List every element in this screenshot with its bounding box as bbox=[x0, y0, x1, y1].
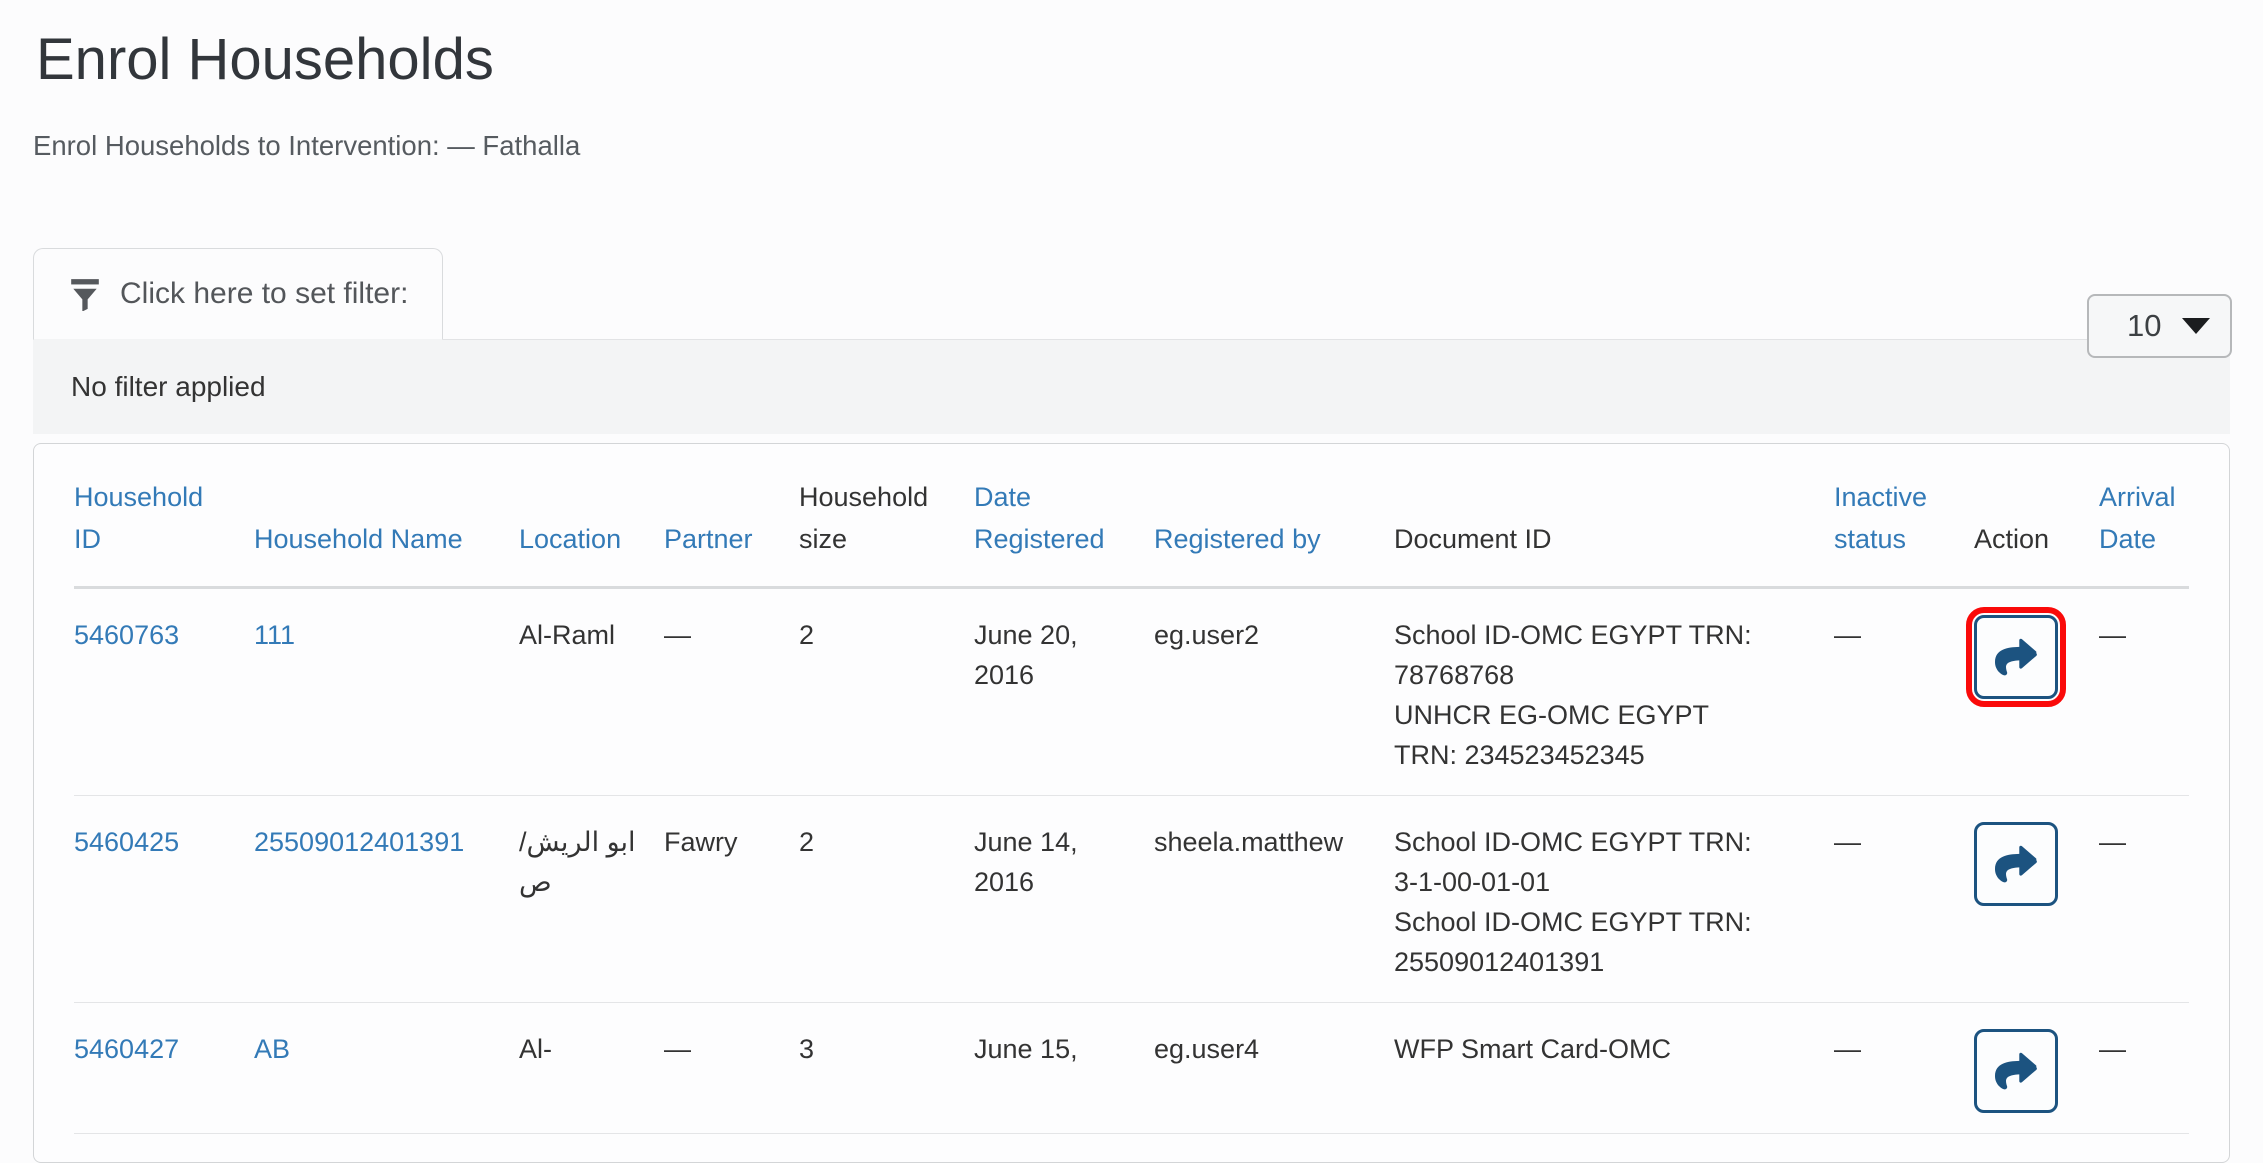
column-header-document-id: Document ID bbox=[1394, 444, 1834, 589]
household-id-link[interactable]: 5460425 bbox=[74, 827, 180, 857]
table-body: 5460763 111 Al-Raml — 2 June 20, 2016 eg… bbox=[74, 587, 2189, 1134]
table-row: 5460427 AB Al- — 3 June 15, eg.user4 WFP… bbox=[74, 1002, 2189, 1134]
table-row: 5460763 111 Al-Raml — 2 June 20, 2016 eg… bbox=[74, 587, 2189, 796]
document-id-line: WFP Smart Card-OMC bbox=[1394, 1034, 1672, 1064]
enrol-action-button[interactable] bbox=[1974, 822, 2058, 906]
household-id-link[interactable]: 5460763 bbox=[74, 620, 180, 650]
partner-cell: — bbox=[664, 587, 799, 796]
location-cell: ابو الريش/ص bbox=[519, 795, 664, 1003]
column-header-arrival-date[interactable]: Arrival Date bbox=[2099, 444, 2189, 589]
household-name-link[interactable]: 25509012401391 bbox=[254, 827, 465, 857]
document-id-cell: WFP Smart Card-OMC bbox=[1394, 1002, 1834, 1134]
column-header-action: Action bbox=[1974, 444, 2099, 589]
document-id-line: School ID-OMC EGYPT TRN: 25509012401391 bbox=[1394, 907, 1752, 977]
enrol-action-button[interactable] bbox=[1966, 607, 2066, 707]
column-header-inactive-status[interactable]: Inactive status bbox=[1834, 444, 1974, 589]
document-id-cell: School ID-OMC EGYPT TRN: 3-1-00-01-01 Sch… bbox=[1394, 795, 1834, 1003]
column-header-partner[interactable]: Partner bbox=[664, 444, 799, 589]
registered-by-cell: eg.user4 bbox=[1154, 1002, 1394, 1134]
document-id-line: School ID-OMC EGYPT TRN: 3-1-00-01-01 bbox=[1394, 827, 1752, 897]
column-header-registered-by[interactable]: Registered by bbox=[1154, 444, 1394, 589]
inactive-status-cell: — bbox=[1834, 1002, 1974, 1134]
page-size-value: 10 bbox=[2127, 308, 2162, 343]
document-id-line: UNHCR EG-OMC EGYPT TRN: 234523452345 bbox=[1394, 700, 1709, 770]
table-header-row: Household ID Household Name Location Partne… bbox=[74, 444, 2189, 589]
households-table-card: Household ID Household Name Location Partne… bbox=[33, 443, 2230, 1163]
household-name-link[interactable]: 111 bbox=[254, 620, 296, 650]
household-size-cell: 3 bbox=[799, 1002, 974, 1134]
set-filter-tab[interactable]: Click here to set filter: bbox=[33, 248, 444, 340]
share-arrow-icon bbox=[1995, 636, 2037, 678]
table-row: 5460425 25509012401391 ابو الريش/ص Fawry… bbox=[74, 795, 2189, 1003]
document-id-cell: School ID-OMC EGYPT TRN: 78768768 UNHCR E… bbox=[1394, 587, 1834, 796]
set-filter-tab-label: Click here to set filter: bbox=[120, 277, 409, 310]
share-arrow-icon bbox=[1995, 843, 2037, 885]
filter-funnel-icon bbox=[68, 277, 102, 311]
page-size-dropdown[interactable]: 10 bbox=[2087, 294, 2232, 358]
arrival-date-cell: — bbox=[2099, 587, 2189, 796]
filter-status-panel: No filter applied bbox=[33, 340, 2230, 434]
column-header-location[interactable]: Location bbox=[519, 444, 664, 589]
column-header-date-registered[interactable]: Date Registered bbox=[974, 444, 1154, 589]
column-header-household-size: Household size bbox=[799, 444, 974, 589]
partner-cell: — bbox=[664, 1002, 799, 1134]
household-size-cell: 2 bbox=[799, 795, 974, 1003]
household-size-cell: 2 bbox=[799, 587, 974, 796]
page-subtitle: Enrol Households to Intervention: — Fath… bbox=[33, 130, 581, 161]
column-header-household-id[interactable]: Household ID bbox=[74, 444, 254, 589]
enrol-action-button[interactable] bbox=[1974, 1029, 2058, 1113]
household-id-link[interactable]: 5460427 bbox=[74, 1034, 180, 1064]
location-cell: Al- bbox=[519, 1002, 664, 1134]
column-header-household-name[interactable]: Household Name bbox=[254, 444, 519, 589]
inactive-status-cell: — bbox=[1834, 795, 1974, 1003]
filter-tabs-row: Click here to set filter: bbox=[33, 248, 2230, 340]
inactive-status-cell: — bbox=[1834, 587, 1974, 796]
page-content: Enrol Households Enrol Households to Int… bbox=[0, 24, 2263, 434]
households-table: Household ID Household Name Location Partne… bbox=[74, 444, 2189, 1134]
date-registered-cell: June 20, 2016 bbox=[974, 587, 1154, 796]
date-registered-cell: June 15, bbox=[974, 1002, 1154, 1134]
arrival-date-cell: — bbox=[2099, 1002, 2189, 1134]
registered-by-cell: sheela.matthew bbox=[1154, 795, 1394, 1003]
page-title: Enrol Households bbox=[36, 27, 494, 92]
share-arrow-icon bbox=[1995, 1050, 2037, 1092]
registered-by-cell: eg.user2 bbox=[1154, 587, 1394, 796]
date-registered-cell: June 14, 2016 bbox=[974, 795, 1154, 1003]
filter-status-text: No filter applied bbox=[71, 371, 266, 402]
document-id-line: School ID-OMC EGYPT TRN: 78768768 bbox=[1394, 620, 1752, 690]
partner-cell: Fawry bbox=[664, 795, 799, 1003]
household-name-link[interactable]: AB bbox=[254, 1034, 291, 1064]
caret-down-icon bbox=[2182, 318, 2210, 334]
arrival-date-cell: — bbox=[2099, 795, 2189, 1003]
location-cell: Al-Raml bbox=[519, 587, 664, 796]
